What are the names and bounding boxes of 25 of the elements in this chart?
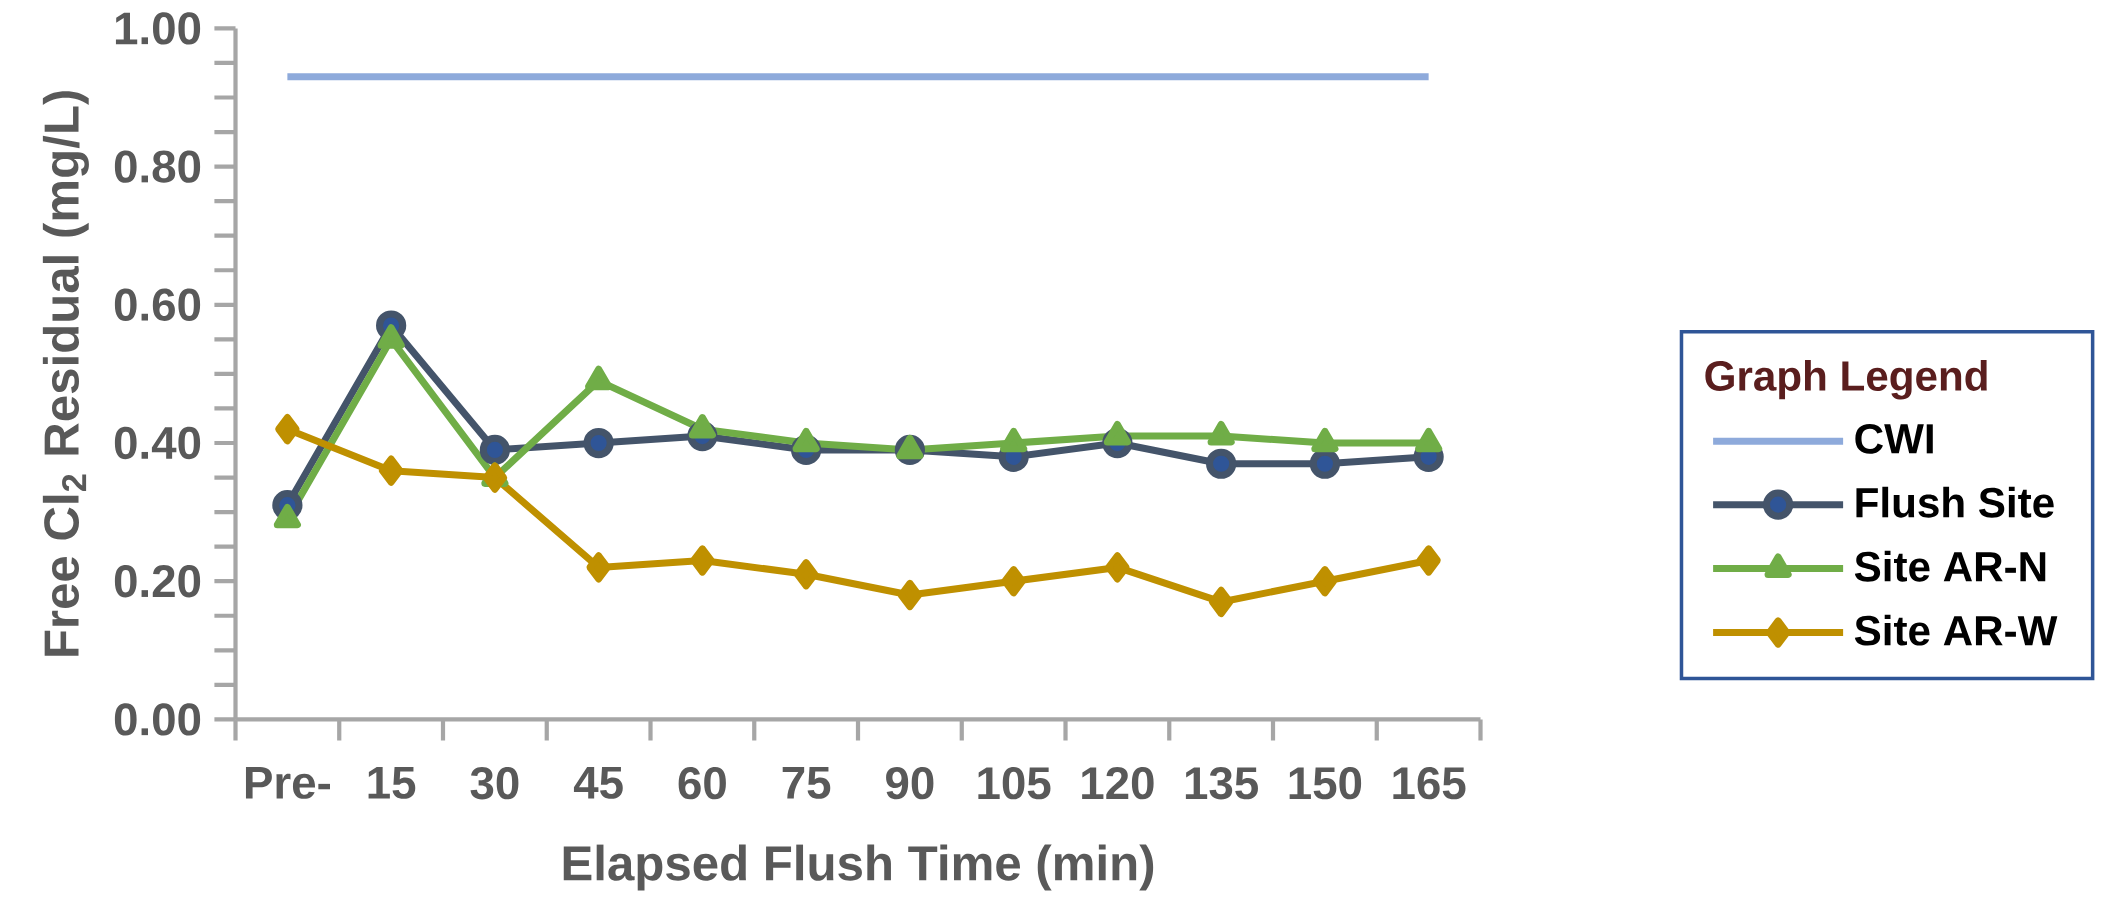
legend-label: Flush Site xyxy=(1856,486,2054,518)
x-tick-label: 15 xyxy=(368,766,416,799)
legend-label: Site AR-W xyxy=(1854,614,2058,646)
x-tick-label: 120 xyxy=(1082,766,1154,800)
x-tick-label: 60 xyxy=(678,766,726,800)
legend-label: Site AR-N xyxy=(1854,550,2046,582)
x-tick-label: 135 xyxy=(1185,766,1258,800)
x-tick-label: 165 xyxy=(1393,766,1466,800)
x-tick-label: 75 xyxy=(782,766,831,799)
y-tick-label: 0.60 xyxy=(114,288,201,321)
x-tick-label: Pre- xyxy=(245,766,330,799)
y-tick-label: 1.00 xyxy=(115,12,201,45)
y-tick-label: 0.40 xyxy=(114,426,201,460)
x-tick-label: 150 xyxy=(1289,766,1362,800)
legend-label: CWI xyxy=(1855,423,1933,454)
y-tick-label: 0.00 xyxy=(114,703,201,736)
y-tick-label: 0.80 xyxy=(114,150,201,183)
x-tick-label: 90 xyxy=(886,766,934,800)
y-tick-label: 0.20 xyxy=(114,565,201,598)
x-tick-label: 45 xyxy=(573,766,623,799)
y-axis-title: Free Cl$_{2}$ Residual (mg/L) xyxy=(42,91,89,656)
x-tick-label: 105 xyxy=(978,766,1051,800)
legend-title: Graph Legend xyxy=(1705,359,1987,400)
x-tick-label: 30 xyxy=(470,766,519,800)
x-axis-title: Elapsed Flush Time (min) xyxy=(563,844,1154,891)
